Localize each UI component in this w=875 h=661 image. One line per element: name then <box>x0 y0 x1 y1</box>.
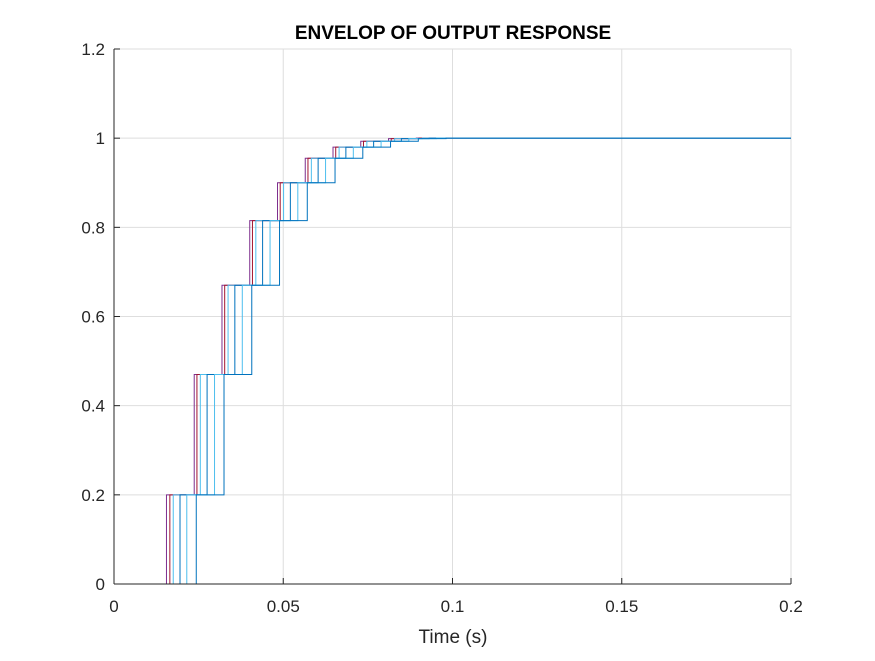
x-tick-label: 0.2 <box>779 597 803 616</box>
series-line-6 <box>114 137 791 585</box>
x-tick-label: 0.15 <box>605 597 638 616</box>
y-tick-label: 0 <box>96 575 105 594</box>
y-tick-label: 0.4 <box>81 397 105 416</box>
x-tick-label: 0.05 <box>267 597 300 616</box>
y-tick-label: 1 <box>96 129 105 148</box>
series-group <box>114 137 791 585</box>
ticks: 0 0.05 0.1 0.15 0.2 0 0.2 0.4 0.6 0.8 1 1.2 <box>81 40 802 616</box>
y-tick-label: 0.8 <box>81 218 105 237</box>
x-axis-label: Time (s) <box>419 627 488 648</box>
x-tick-label: 0.1 <box>441 597 465 616</box>
chart-title: ENVELOP OF OUTPUT RESPONSE <box>295 23 611 44</box>
y-tick-label: 1.2 <box>81 40 105 59</box>
y-tick-label: 0.6 <box>81 308 105 327</box>
y-tick-label: 0.2 <box>81 486 105 505</box>
x-tick-label: 0 <box>109 597 118 616</box>
